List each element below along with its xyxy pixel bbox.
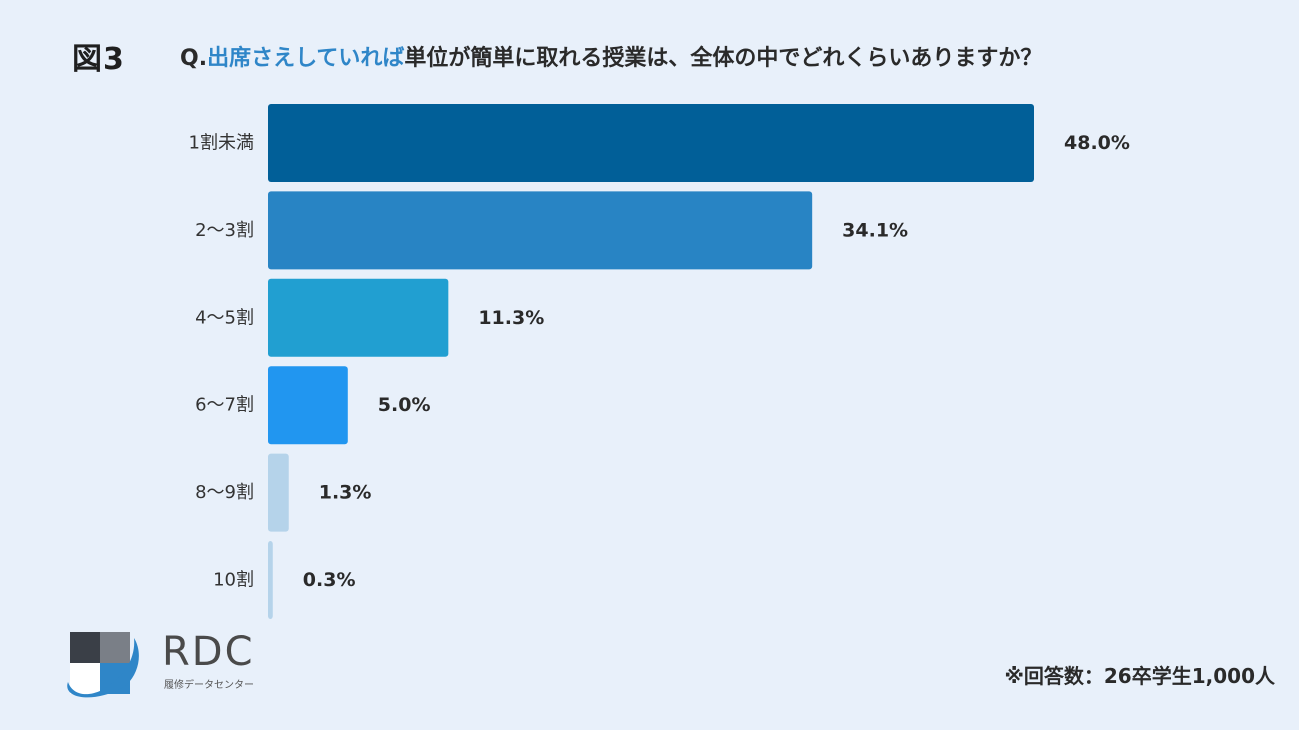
- bar-4: [268, 453, 289, 532]
- bar-1: [268, 191, 813, 270]
- value-label-3: 5.0%: [378, 394, 431, 416]
- question-highlight: 出席さえしていれば: [207, 46, 405, 71]
- category-label-5: 10割: [213, 570, 254, 591]
- bar-5: [268, 541, 273, 619]
- logo-mark-icon: [67, 632, 139, 698]
- question-title: Q.出席さえしていれば単位が簡単に取れる授業は、全体の中でどれくらいありますか？: [180, 40, 1042, 72]
- bar-chart: 1割未満 48.0% 2〜3割 34.1% 4〜5割 11.3% 6〜7割 5.0% 8〜9割 1…: [189, 104, 1130, 619]
- category-label-2: 4〜5割: [195, 307, 254, 328]
- figure-label: 図3: [72, 42, 125, 77]
- question-rest: 単位が簡単に取れる授業は、全体の中でどれくらいありますか？: [404, 46, 1043, 71]
- footnote: ※回答数：26卒学生1,000人: [1004, 664, 1275, 688]
- bar-3: [268, 366, 348, 445]
- logo-subtitle: 履修データセンター: [164, 680, 254, 691]
- value-label-4: 1.3%: [319, 482, 372, 504]
- rdc-logo: RDC 履修データセンター: [62, 624, 282, 704]
- value-label-2: 11.3%: [478, 307, 544, 329]
- bar-0: [268, 104, 1034, 182]
- bar-2: [268, 278, 449, 357]
- value-label-1: 34.1%: [842, 219, 908, 241]
- category-label-3: 6〜7割: [195, 395, 254, 416]
- question-prefix: Q.: [180, 46, 208, 71]
- value-label-0: 48.0%: [1064, 132, 1130, 154]
- value-label-5: 0.3%: [303, 569, 356, 591]
- category-label-1: 2〜3割: [195, 220, 254, 241]
- category-label-4: 8〜9割: [195, 482, 254, 503]
- logo-text: RDC: [162, 629, 255, 675]
- category-label-0: 1割未満: [189, 133, 254, 154]
